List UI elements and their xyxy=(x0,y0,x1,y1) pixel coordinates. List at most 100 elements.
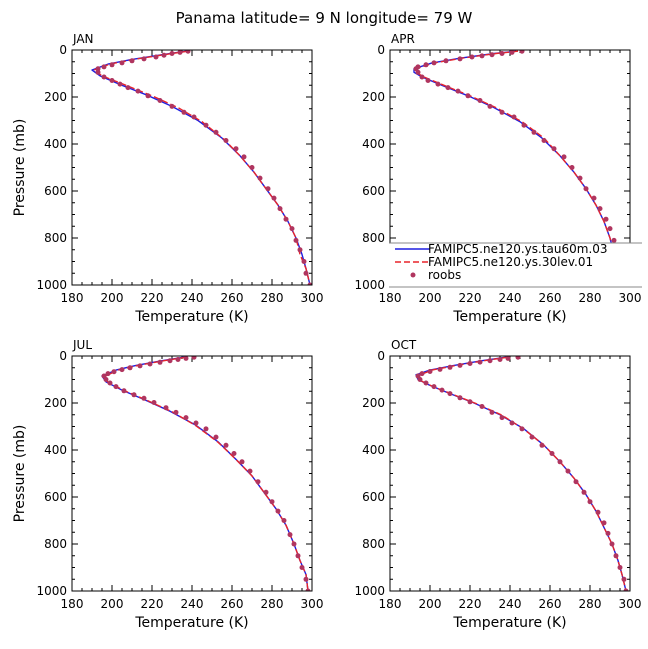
plot-frame xyxy=(389,355,631,592)
obs-point xyxy=(487,358,493,364)
obs-point xyxy=(163,405,169,411)
y-tick-label: 0 xyxy=(377,349,385,363)
y-tick-label: 200 xyxy=(44,396,67,410)
obs-point xyxy=(101,64,107,70)
obs-point xyxy=(467,361,473,366)
obs-point xyxy=(291,541,297,547)
obs-point xyxy=(157,98,163,103)
obs-point xyxy=(257,175,263,181)
obs-point xyxy=(439,387,445,393)
obs-point xyxy=(515,356,521,360)
panel-label-jan: JAN xyxy=(72,32,94,46)
obs-point xyxy=(489,409,495,415)
obs-point xyxy=(519,426,525,432)
obs-point xyxy=(469,54,475,60)
obs-point xyxy=(271,195,277,201)
panel-oct: 180 200 220 240 260 280 300 0 200 400 600 800 1000 Te… xyxy=(354,338,641,631)
obs-point xyxy=(435,81,441,87)
obs-point xyxy=(203,122,209,128)
series-line-tau60m xyxy=(91,50,311,285)
x-tick-label: 300 xyxy=(619,597,642,611)
obs-point xyxy=(249,165,255,170)
obs-point xyxy=(303,270,309,276)
obs-point xyxy=(587,499,593,505)
obs-point xyxy=(105,371,111,377)
y-axis-title: Pressure (mb) xyxy=(12,119,28,217)
obs-point xyxy=(477,98,483,103)
x-tick-label: 280 xyxy=(261,291,284,305)
legend-marker-roobs xyxy=(410,272,416,278)
x-tick-label: 200 xyxy=(101,597,124,611)
y-tick-label: 1000 xyxy=(354,278,385,292)
obs-point xyxy=(423,62,429,68)
obs-point xyxy=(193,420,199,426)
obs-point xyxy=(531,129,537,135)
x-tick-label: 220 xyxy=(459,291,482,305)
obs-point xyxy=(289,226,295,232)
panel-label-jul: JUL xyxy=(72,338,92,352)
obs-point xyxy=(101,74,107,80)
y-tick-label: 1000 xyxy=(354,584,385,598)
y-tick-label: 200 xyxy=(362,396,385,410)
obs-point xyxy=(499,415,505,421)
obs-point xyxy=(161,52,167,58)
y-tick-label: 200 xyxy=(362,90,385,104)
plot-frame xyxy=(71,355,313,592)
obs-point xyxy=(465,93,471,99)
obs-point xyxy=(427,369,433,374)
obs-point xyxy=(125,85,131,91)
obs-point xyxy=(557,459,563,465)
obs-point xyxy=(145,93,151,99)
x-tick-label: 260 xyxy=(221,597,244,611)
x-tick-label: 200 xyxy=(419,291,442,305)
obs-point xyxy=(621,576,627,582)
series-line-30lev xyxy=(103,356,309,591)
obs-point xyxy=(477,359,483,365)
obs-point xyxy=(147,361,153,367)
obs-point xyxy=(497,357,503,362)
legend: FAMIPC5.ne120.ys.tau60m.03FAMIPC5.ne120.… xyxy=(389,242,642,288)
y-tick-label: 0 xyxy=(377,43,385,57)
x-tick-label: 240 xyxy=(181,597,204,611)
obs-point xyxy=(519,50,525,54)
obs-point xyxy=(299,565,305,570)
obs-point xyxy=(423,380,429,386)
obs-point xyxy=(185,50,191,54)
x-tick-label: 220 xyxy=(141,291,164,305)
x-tick-label: 260 xyxy=(221,291,244,305)
obs-point xyxy=(605,530,611,536)
obs-point xyxy=(591,195,597,201)
obs-point xyxy=(107,380,113,386)
obs-point xyxy=(595,509,601,515)
y-tick-label: 800 xyxy=(362,231,385,245)
x-axis-title: Temperature (K) xyxy=(134,309,248,325)
panel-label-oct: OCT xyxy=(391,338,417,352)
obs-point xyxy=(121,388,127,394)
obs-point xyxy=(303,576,309,582)
obs-point xyxy=(191,114,197,120)
obs-point xyxy=(611,237,617,243)
obs-point xyxy=(281,518,287,523)
obs-point xyxy=(447,364,453,370)
obs-point xyxy=(457,395,463,401)
panel-label-apr: APR xyxy=(391,32,415,46)
obs-point xyxy=(137,363,143,369)
x-tick-label: 300 xyxy=(301,291,324,305)
obs-point xyxy=(297,247,303,253)
obs-point xyxy=(583,186,589,192)
plot-area xyxy=(91,50,312,285)
obs-point xyxy=(499,51,505,56)
series-line-tau60m xyxy=(101,356,309,591)
y-tick-label: 1000 xyxy=(36,278,67,292)
obs-point xyxy=(623,588,629,591)
obs-point xyxy=(141,395,147,401)
obs-point xyxy=(223,442,229,448)
x-tick-label: 300 xyxy=(301,597,324,611)
y-tick-label: 400 xyxy=(362,443,385,457)
x-axis-title: Temperature (K) xyxy=(452,615,566,631)
obs-point xyxy=(569,165,575,170)
y-tick-label: 1000 xyxy=(36,584,67,598)
x-tick-label: 220 xyxy=(459,597,482,611)
obs-point xyxy=(529,434,535,440)
